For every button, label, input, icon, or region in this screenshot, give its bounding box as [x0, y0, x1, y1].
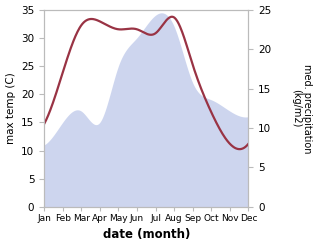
- Y-axis label: max temp (C): max temp (C): [5, 72, 16, 144]
- X-axis label: date (month): date (month): [103, 228, 190, 242]
- Y-axis label: med. precipitation
(kg/m2): med. precipitation (kg/m2): [291, 63, 313, 153]
